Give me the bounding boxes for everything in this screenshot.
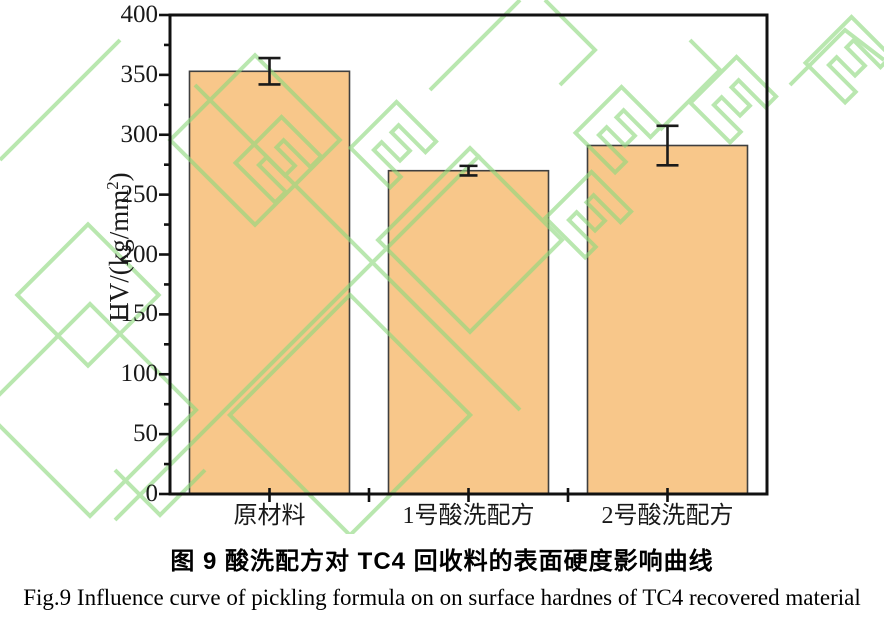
plot-frame	[168, 13, 769, 496]
y-axis-title-superscript: 2	[103, 181, 122, 190]
bars-layer	[188, 70, 749, 495]
y-axis-title: HV/(kg/mm2)	[103, 172, 135, 321]
y-axis-title-main: HV/(kg/mm	[104, 189, 134, 322]
y-tick-label: 150	[120, 300, 159, 328]
figure-caption-chinese: 图 9 酸洗配方对 TC4 回收料的表面硬度影响曲线	[170, 548, 714, 575]
figure-caption-english: Fig.9 Influence curve of pickling formul…	[23, 585, 861, 610]
x-category-label-0: 原材料	[233, 503, 306, 529]
y-tick-label: 350	[120, 60, 159, 88]
x-category-label-1: 1号酸洗配方	[402, 503, 535, 529]
watermark-pattern	[0, 0, 884, 534]
error-bar-1	[459, 164, 478, 177]
axes-layer	[159, 13, 769, 502]
y-tick-label: 250	[120, 180, 159, 208]
y-tick-label: 300	[120, 120, 159, 148]
y-axis-title-end: )	[104, 172, 134, 182]
error-bar-0	[258, 56, 281, 86]
bar-chart-canvas	[0, 0, 884, 534]
y-tick-label: 0	[145, 480, 159, 507]
bar-2	[586, 144, 749, 495]
y-tick-label: 200	[120, 240, 159, 268]
error-bar-2	[656, 124, 679, 167]
x-category-label-2: 2号酸洗配方	[601, 503, 734, 529]
y-tick-label: 100	[120, 360, 159, 388]
y-tick-label: 50	[133, 420, 158, 448]
bar-0	[188, 70, 351, 495]
y-tick-label: 400	[120, 1, 159, 28]
